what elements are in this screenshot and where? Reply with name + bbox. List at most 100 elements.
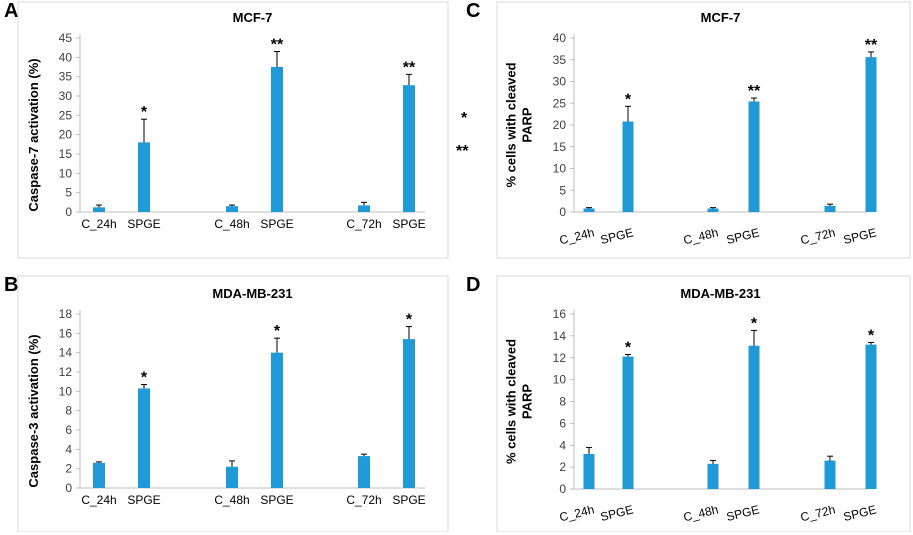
bar	[226, 466, 238, 488]
y-tick-label: 0	[559, 205, 566, 219]
y-tick-label: 25	[59, 108, 73, 122]
chart-frame	[496, 1, 911, 259]
y-tick-label: 6	[65, 423, 72, 437]
bar	[583, 208, 595, 212]
panel-c: C MCF-7 % cells with cleavedPARP 0 5 10 15 20 2…	[462, 0, 912, 262]
bar	[824, 205, 836, 212]
significance-label: **	[865, 37, 878, 54]
y-axis-label-line: % cells with cleaved	[503, 62, 518, 187]
chart-frame	[17, 275, 449, 532]
chart-c: MCF-7 % cells with cleavedPARP 0 5 10 15 20 25 3…	[496, 1, 911, 259]
y-axis-label: % cells with cleavedPARP	[503, 339, 534, 464]
y-tick-label: 40	[59, 50, 73, 64]
bar	[748, 101, 760, 212]
chart-a: MCF-7 Caspase-7 activation (%) 0 5 10 15 20 25 3…	[17, 1, 449, 259]
y-tick-label: 10	[553, 373, 567, 387]
x-tick-label: C_24h	[81, 493, 116, 507]
chart-title: MCF-7	[701, 10, 741, 25]
y-tick-label: 4	[65, 442, 72, 456]
significance-label: **	[748, 83, 761, 100]
bar	[93, 207, 105, 212]
y-tick-label: 14	[553, 329, 567, 343]
y-tick-label: 2	[65, 462, 72, 476]
bar	[748, 345, 760, 489]
bar	[403, 339, 415, 488]
y-tick-label: 16	[59, 326, 73, 340]
y-tick-label: 40	[553, 31, 567, 45]
y-tick-label: 35	[553, 53, 567, 67]
chart-frame	[17, 1, 449, 259]
x-tick-label: C_48h	[214, 217, 249, 231]
y-tick-label: 16	[553, 307, 567, 321]
bar	[138, 142, 150, 212]
bar	[226, 206, 238, 212]
significance-label: *	[868, 327, 875, 344]
bar	[358, 205, 370, 212]
x-tick-label: SPGE	[127, 493, 160, 507]
y-tick-label: 8	[65, 404, 72, 418]
x-tick-label: SPGE	[260, 217, 293, 231]
stray-double-asterisk: **	[456, 143, 469, 160]
y-tick-label: 6	[559, 416, 566, 430]
panel-a-letter: A	[4, 0, 19, 22]
panel-d-letter: D	[466, 274, 481, 296]
y-tick-label: 25	[553, 96, 567, 110]
x-tick-label: SPGE	[392, 217, 425, 231]
y-axis-label: Caspase-3 activation (%)	[26, 334, 41, 487]
y-axis-label-line: PARP	[520, 107, 535, 142]
stray-single-asterisk: *	[461, 110, 468, 127]
x-tick-label: SPGE	[725, 225, 761, 247]
bar	[583, 454, 595, 489]
y-tick-label: 30	[59, 89, 73, 103]
y-tick-label: 35	[59, 70, 73, 84]
bar	[622, 356, 634, 489]
bar	[403, 85, 415, 212]
bar	[138, 388, 150, 488]
bar	[622, 121, 634, 212]
y-tick-label: 4	[559, 438, 566, 452]
y-axis-label: Caspase-7 activation (%)	[26, 58, 41, 211]
y-tick-label: 0	[559, 482, 566, 496]
x-tick-label: C_48h	[214, 493, 249, 507]
significance-label: *	[141, 370, 148, 387]
chart-frame	[496, 275, 911, 532]
y-tick-label: 5	[65, 186, 72, 200]
y-tick-label: 10	[59, 384, 73, 398]
panel-b-letter: B	[4, 274, 19, 296]
x-tick-label: SPGE	[842, 502, 878, 524]
y-tick-label: 15	[553, 140, 567, 154]
y-tick-label: 10	[553, 162, 567, 176]
chart-d: MDA-MB-231 % cells with cleavedPARP 0 2 4 6 8 1…	[496, 275, 911, 532]
x-tick-label: C_48h	[682, 502, 720, 524]
x-tick-label: SPGE	[725, 502, 761, 524]
y-tick-label: 20	[553, 118, 567, 132]
x-tick-label: C_24h	[558, 502, 596, 524]
x-tick-label: C_72h	[799, 502, 837, 524]
bar	[824, 460, 836, 489]
x-tick-label: C_72h	[346, 493, 381, 507]
x-tick-label: C_24h	[81, 217, 116, 231]
significance-label: *	[274, 323, 281, 340]
y-tick-label: 45	[59, 31, 73, 45]
x-tick-label: SPGE	[127, 217, 160, 231]
significance-label: **	[271, 37, 284, 54]
y-axis-label-line: PARP	[520, 384, 535, 419]
y-tick-label: 12	[553, 351, 567, 365]
y-tick-label: 15	[59, 147, 73, 161]
x-tick-label: SPGE	[392, 493, 425, 507]
bar	[271, 67, 283, 212]
chart-b: MDA-MB-231 Caspase-3 activation (%) 0 2 4 6 8 1…	[17, 275, 449, 532]
panel-b: B MDA-MB-231 Caspase-3 activation (%) 0 2 4 6…	[0, 270, 450, 532]
panel-a: A MCF-7 Caspase-7 activation (%) 0 5 10 15 20 2…	[0, 0, 450, 262]
chart-title: MDA-MB-231	[680, 286, 760, 301]
y-tick-label: 0	[65, 205, 72, 219]
y-tick-label: 18	[59, 307, 73, 321]
x-tick-label: SPGE	[599, 225, 635, 247]
bar	[865, 344, 877, 489]
panel-c-letter: C	[466, 0, 481, 22]
y-axis-label-line: % cells with cleaved	[503, 339, 518, 464]
chart-title: MDA-MB-231	[212, 286, 292, 301]
y-tick-label: 5	[559, 183, 566, 197]
significance-label: *	[625, 339, 632, 356]
x-tick-label: C_72h	[799, 225, 837, 247]
